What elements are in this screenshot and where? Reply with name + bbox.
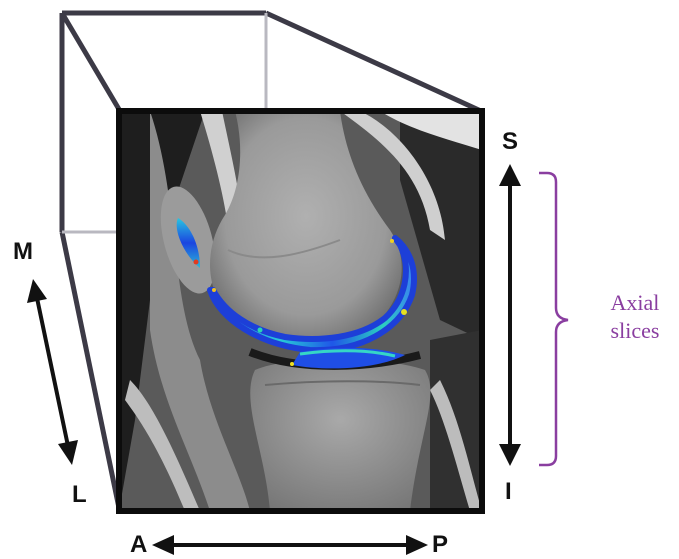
medial-lateral-arrow <box>27 279 78 465</box>
posterior-label: P <box>432 531 449 558</box>
axial-slices-label-line1: Axial <box>610 290 660 315</box>
anterior-posterior-arrow <box>152 535 428 555</box>
lateral-label: L <box>72 481 87 508</box>
volume-wireframe <box>59 10 483 509</box>
femoral-cartilage-map <box>207 235 417 354</box>
mri-image <box>119 111 482 511</box>
medial-label: M <box>13 238 33 265</box>
image-frame <box>116 108 485 514</box>
inferior-label: I <box>505 478 512 505</box>
patellar-cartilage-map <box>176 218 200 268</box>
axial-slices-bracket <box>539 171 569 467</box>
axial-slices-label-line2: slices <box>610 318 660 343</box>
superior-inferior-arrow <box>499 164 521 466</box>
superior-label: S <box>502 128 519 155</box>
anterior-label: A <box>130 531 148 558</box>
